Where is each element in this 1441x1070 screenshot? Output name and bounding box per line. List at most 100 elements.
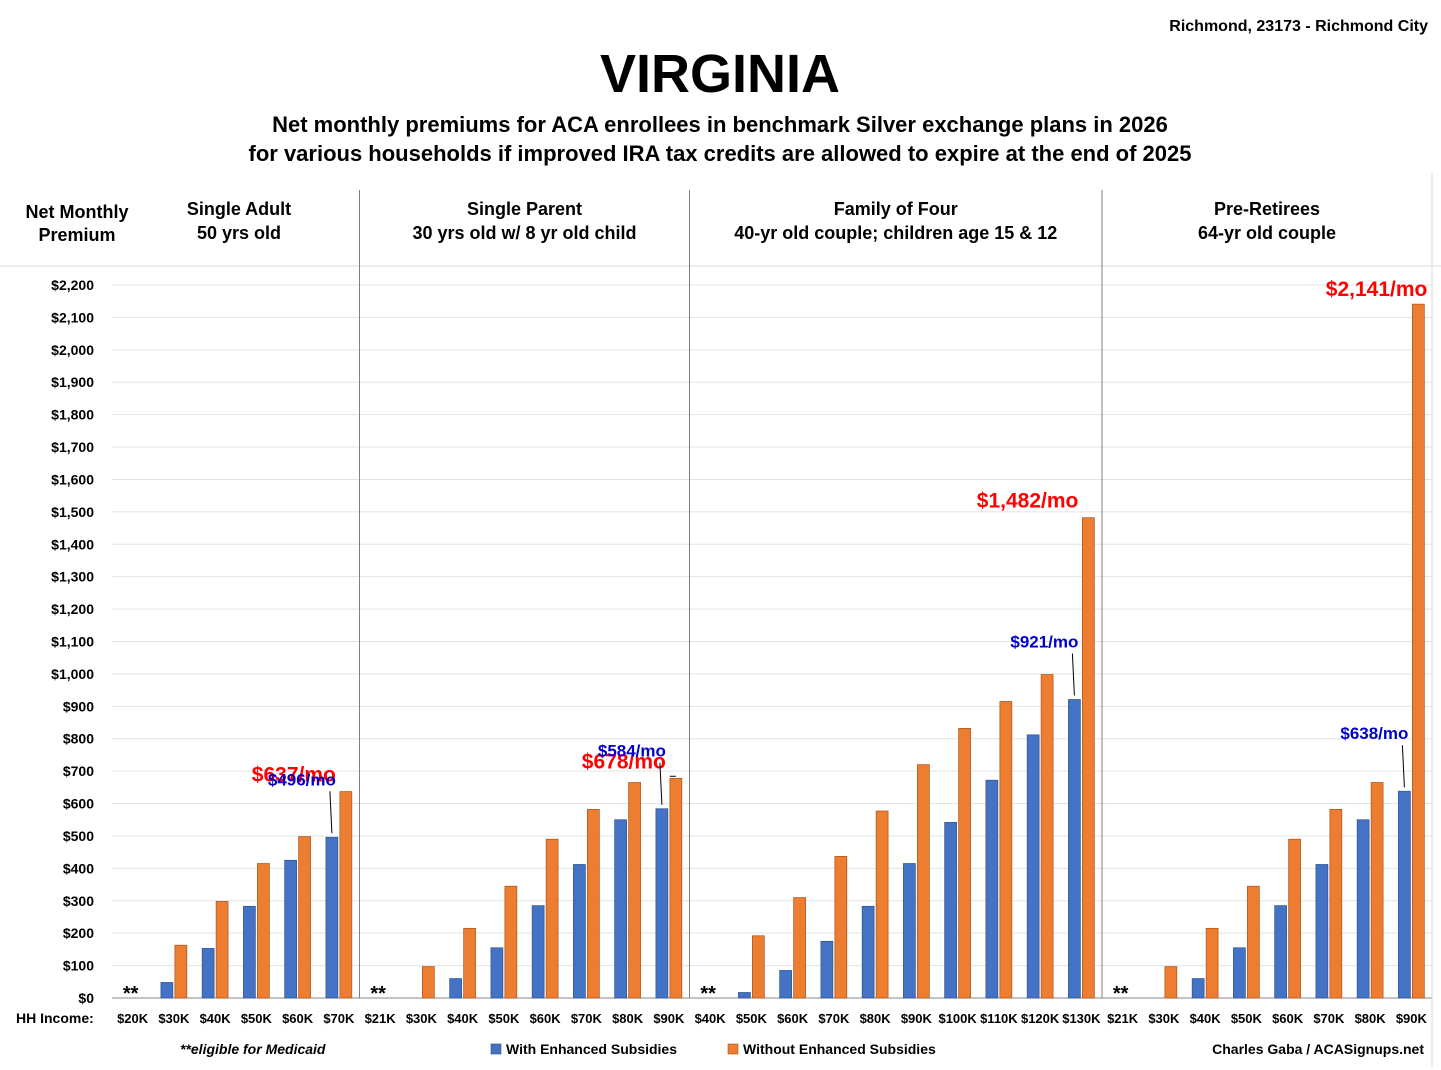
bar-with-subsidies (1356, 819, 1370, 999)
x-tick-label: $40K (447, 1011, 479, 1026)
x-tick-label: $80K (860, 1011, 892, 1026)
bar-with-subsidies (985, 779, 999, 999)
bar-with-subsidies (614, 819, 627, 999)
chart-subtitle-line1: Net monthly premiums for ACA enrollees i… (272, 112, 1168, 137)
bar-without-subsidies (1205, 927, 1219, 999)
bar-with-subsidies (201, 948, 215, 999)
medicaid-marker: ** (1113, 983, 1129, 1005)
x-tick-label: $70K (323, 1011, 355, 1026)
bar-with-subsidies (738, 992, 751, 999)
bar-without-subsidies (215, 901, 229, 999)
y-tick-label: $1,400 (51, 536, 94, 552)
x-tick-label: $60K (282, 1011, 314, 1026)
legend-swatch-without (727, 1043, 739, 1055)
bar-without-subsidies (669, 777, 683, 999)
grid-lines (0, 172, 1441, 1068)
bar-without-subsidies (463, 927, 476, 999)
y-tick-label: $1,000 (51, 666, 94, 682)
bar-with-subsidies (490, 947, 504, 999)
x-tick-label: $60K (1272, 1011, 1304, 1026)
x-tick-label: $40K (1190, 1011, 1222, 1026)
x-tick-label: $110K (980, 1011, 1018, 1026)
bar-without-subsidies (1247, 885, 1260, 999)
bar-with-subsidies (1191, 978, 1205, 999)
y-tick-label: $1,600 (51, 471, 94, 487)
y-tick-label: $1,700 (51, 439, 94, 455)
bar-without-subsidies (339, 791, 353, 999)
bar-without-subsidies (587, 809, 600, 999)
label-with-subsidies: $921/mo (1010, 633, 1078, 652)
x-tick-label: $90K (653, 1011, 685, 1026)
x-tick-label: $90K (901, 1011, 933, 1026)
y-tick-label: $700 (63, 763, 94, 779)
x-tick-label: $30K (1148, 1011, 1180, 1026)
y-tick-label: $1,100 (51, 634, 94, 650)
y-tick-label: $0 (78, 990, 94, 1006)
medicaid-marker: ** (370, 983, 386, 1005)
x-tick-label: $70K (818, 1011, 850, 1026)
bar-without-subsidies (174, 944, 188, 999)
y-tick-label: $900 (63, 698, 94, 714)
group-subtitle: 40-yr old couple; children age 15 & 12 (734, 223, 1057, 243)
medicaid-marker: ** (123, 983, 139, 1005)
x-tick-label: $60K (777, 1011, 809, 1026)
bar-with-subsidies (449, 978, 462, 999)
label-with-subsidies: $638/mo (1340, 724, 1408, 743)
bar-without-subsidies (917, 764, 930, 999)
bar-without-subsidies (999, 701, 1013, 999)
y-tick-label: $1,800 (51, 407, 94, 423)
x-tick-label: $30K (158, 1011, 190, 1026)
y-tick-label: $1,900 (51, 374, 94, 390)
group-title: Pre-Retirees (1214, 199, 1320, 219)
y-axis-label-line1: Net Monthly (26, 202, 129, 222)
y-tick-label: $1,500 (51, 504, 94, 520)
group-title: Single Adult (187, 199, 291, 219)
leader-line (1401, 745, 1405, 788)
bar-without-subsidies (1288, 838, 1301, 999)
bar-without-subsidies (1082, 517, 1095, 999)
bar-with-subsidies (1233, 947, 1246, 999)
label-without-subsidies: $2,141/mo (1326, 278, 1428, 301)
y-tick-labels: $0 $100 $200 $300 $400 $500 $600 $700 $800 $900 $1… (51, 277, 94, 1006)
group-titles: Single Adult 50 yrs old Single Parent 30 yr… (187, 199, 1336, 243)
x-tick-label: $80K (612, 1011, 644, 1026)
x-tick-label: $21K (365, 1011, 397, 1026)
bar-with-subsidies (820, 940, 834, 999)
x-tick-label: $80K (1355, 1011, 1387, 1026)
x-tick-label: $90K (1396, 1011, 1428, 1026)
y-tick-label: $400 (63, 860, 94, 876)
bar-without-subsidies (875, 810, 889, 999)
bar-with-subsidies (1398, 790, 1411, 999)
annotations: ** $637/mo$496/mo ** $678/mo$584/mo ** $1,482… (123, 278, 1428, 1005)
bar-without-subsidies (298, 836, 311, 999)
bar-with-subsidies (861, 905, 875, 999)
label-without-subsidies: $637/mo (252, 764, 336, 787)
x-tick-label: $30K (406, 1011, 438, 1026)
bar-without-subsidies (1370, 782, 1384, 999)
y-axis-label-line2: Premium (38, 225, 115, 245)
bar-without-subsidies (1040, 674, 1054, 999)
y-tick-label: $2,100 (51, 309, 94, 325)
bar-with-subsidies (531, 905, 545, 999)
bar-without-subsidies (1329, 809, 1343, 999)
medicaid-footnote: **eligible for Medicaid (180, 1041, 326, 1057)
group-title: Single Parent (467, 199, 582, 219)
chart-subtitle-line2: for various households if improved IRA t… (249, 141, 1192, 166)
y-tick-label: $300 (63, 893, 94, 909)
leader-line (659, 762, 663, 805)
x-tick-label: $70K (1313, 1011, 1345, 1026)
bar-without-subsidies (504, 885, 518, 999)
y-tick-label: $1,200 (51, 601, 94, 617)
bar-with-subsidies (243, 905, 256, 999)
bar-without-subsidies (257, 863, 270, 999)
x-tick-label: $21K (1107, 1011, 1139, 1026)
label-without-subsidies: $678/mo (582, 750, 666, 773)
group-subtitle: 64-yr old couple (1198, 223, 1336, 243)
bar-without-subsidies (793, 897, 806, 999)
legend-swatch-with (490, 1043, 502, 1055)
x-tick-label: $50K (736, 1011, 768, 1026)
bar-with-subsidies (903, 863, 916, 999)
bar-without-subsidies (1412, 303, 1425, 999)
group-subtitle: 30 yrs old w/ 8 yr old child (412, 223, 636, 243)
